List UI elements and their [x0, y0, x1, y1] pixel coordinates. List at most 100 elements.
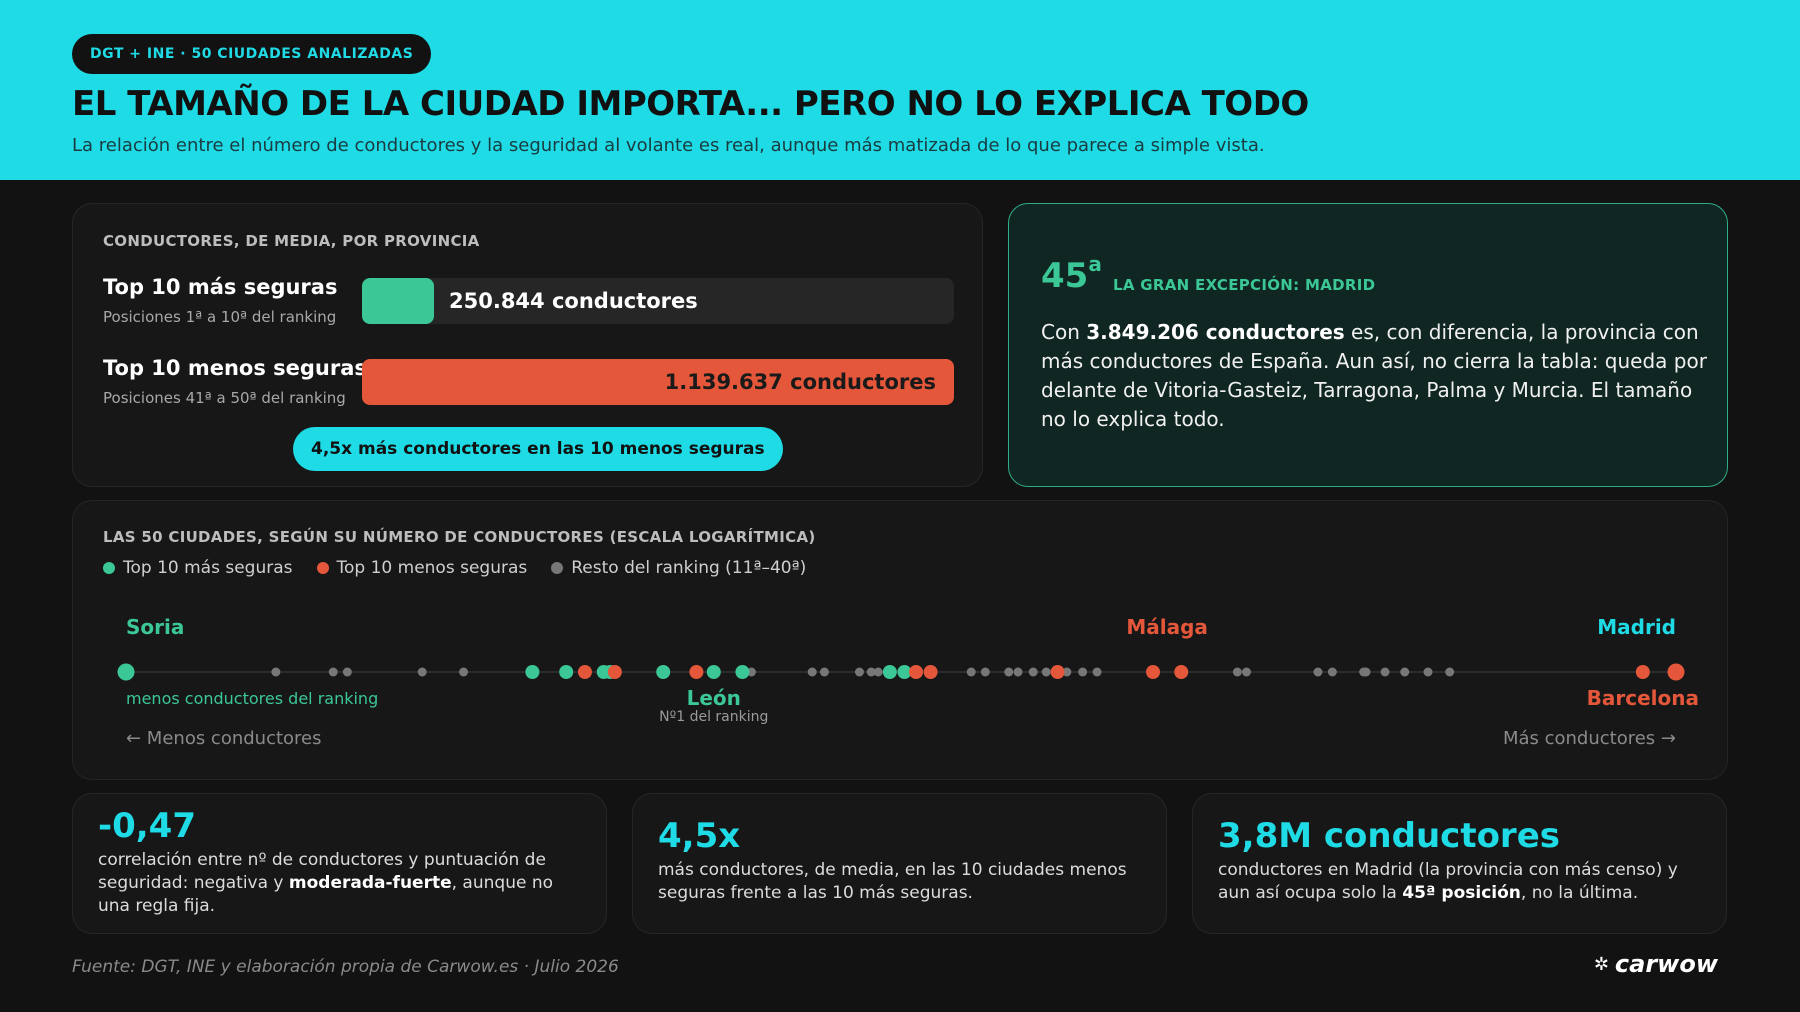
- stat-value-ratio: 4,5x: [658, 816, 741, 856]
- city-dot-unsafe-1: [577, 665, 592, 679]
- madrid-exception-card: 45a LA GRAN EXCEPCIÓN: MADRID Con 3.849.…: [1008, 203, 1728, 487]
- city-dot-rest-13: [980, 667, 990, 677]
- city-dot-rest-30: [1445, 667, 1455, 677]
- legend-safe-label: Top 10 más seguras: [123, 558, 293, 578]
- stat-card-ratio: 4,5x más conductores, de media, en las 1…: [632, 793, 1167, 934]
- stat-desc-correlation-end: , aunque no una regla fija.: [98, 873, 554, 916]
- city-dot-unsafe-9: [1635, 665, 1650, 679]
- city-dot-unsafe-8: [1174, 665, 1189, 679]
- annotation-6: Barcelona: [1587, 686, 1699, 710]
- footer-source: Fuente: DGT, INE y elaboración propia de…: [72, 957, 619, 977]
- city-dot-safe-9: [882, 665, 897, 679]
- unsafe-row-title: Top 10 menos seguras: [103, 356, 367, 380]
- city-dot-rest-22: [1241, 667, 1251, 677]
- city-dot-unsafe-3: [689, 665, 704, 679]
- stat-card-correlation: -0,47 correlación entre nº de conductore…: [72, 793, 607, 934]
- legend-rest-label: Resto del ranking (11ª–40ª): [571, 558, 807, 578]
- city-dot-rest-11: [873, 667, 883, 677]
- madrid-rank: 45a: [1041, 252, 1102, 296]
- stat-desc-madrid: conductores en Madrid (la provincia con …: [1218, 859, 1708, 905]
- annotation-4: Málaga: [1126, 615, 1208, 639]
- stat-desc-ratio: más conductores, de media, en las 10 ciu…: [658, 859, 1148, 905]
- unsafe-bar-label: 1.139.637 conductores: [664, 370, 936, 394]
- city-dot-rest-9: [854, 667, 864, 677]
- city-dot-rest-17: [1041, 667, 1051, 677]
- city-dot-rest-27: [1380, 667, 1390, 677]
- city-dot-safe-10: [897, 665, 912, 679]
- stat-desc-madrid-bold: 45ª posición: [1402, 883, 1521, 903]
- city-dot-safe-1: [117, 663, 135, 681]
- exception-label: LA GRAN EXCEPCIÓN: MADRID: [1113, 276, 1376, 294]
- city-dot-rest-1: [271, 667, 281, 677]
- city-dot-rest-26: [1361, 667, 1371, 677]
- city-dot-unsafe-4: [909, 665, 924, 679]
- cities-strip-chart-card: LAS 50 CIUDADES, SEGÚN SU NÚMERO DE COND…: [72, 500, 1728, 780]
- city-dot-rest-12: [966, 667, 976, 677]
- brand-name: carwow: [1614, 950, 1718, 978]
- header-banner: DGT + INE · 50 CIUDADES ANALIZADAS EL TA…: [0, 0, 1800, 180]
- city-dot-rest-2: [328, 667, 338, 677]
- stat-card-madrid: 3,8M conductores conductores en Madrid (…: [1192, 793, 1727, 934]
- city-dot-rest-21: [1232, 667, 1242, 677]
- annotation-0: Soria: [126, 615, 184, 639]
- city-dot-rest-14: [1004, 667, 1014, 677]
- legend-unsafe-label: Top 10 menos seguras: [336, 558, 528, 578]
- unsafe-bar: [362, 359, 954, 405]
- legend-unsafe-dot: [316, 562, 329, 574]
- city-dot-rest-20: [1092, 667, 1102, 677]
- madrid-rank-ordinal: a: [1088, 252, 1102, 276]
- city-dot-unsafe-10: [1667, 663, 1685, 681]
- comparison-heading: CONDUCTORES, DE MEDIA, POR PROVINCIA: [103, 232, 480, 250]
- drivers-comparison-card: CONDUCTORES, DE MEDIA, POR PROVINCIA Top…: [72, 203, 983, 487]
- source-tag: DGT + INE · 50 CIUDADES ANALIZADAS: [72, 34, 432, 74]
- legend-safe-dot: [103, 562, 115, 574]
- city-dot-safe-8: [735, 665, 750, 679]
- page-title: EL TAMAÑO DE LA CIUDAD IMPORTA... PERO N…: [72, 84, 1309, 124]
- legend-item-rest: Resto del ranking (11ª–40ª): [551, 558, 806, 578]
- city-dot-unsafe-7: [1146, 665, 1161, 679]
- carwow-logo-icon: ✲: [1593, 953, 1609, 975]
- city-dot-rest-4: [417, 667, 427, 677]
- city-dot-rest-7: [807, 667, 817, 677]
- unsafe-bar-track: 1.139.637 conductores: [362, 359, 954, 405]
- madrid-text-start: Con: [1041, 320, 1087, 344]
- legend-item-safe: Top 10 más seguras: [103, 558, 293, 578]
- city-dot-safe-3: [559, 665, 574, 679]
- madrid-text-bold: 3.849.206 conductores: [1086, 320, 1345, 344]
- madrid-description: Con 3.849.206 conductores es, con difere…: [1041, 318, 1711, 434]
- city-dot-safe-7: [706, 665, 721, 679]
- stat-value-correlation: -0,47: [98, 806, 196, 846]
- city-dot-rest-16: [1028, 667, 1038, 677]
- safe-row-title: Top 10 más seguras: [103, 275, 338, 299]
- city-dot-rest-29: [1423, 667, 1433, 677]
- chart-legend: Top 10 más seguras Top 10 menos seguras …: [103, 558, 806, 578]
- brand-logo: ✲ carwow: [1594, 950, 1718, 978]
- city-dot-rest-18: [1062, 667, 1072, 677]
- madrid-rank-number: 45: [1041, 256, 1089, 296]
- city-dot-rest-23: [1313, 667, 1323, 677]
- ratio-pill: 4,5x más conductores en las 10 menos seg…: [293, 427, 783, 471]
- safe-bar-label: 250.844 conductores: [449, 289, 698, 313]
- safe-bar: [362, 278, 434, 324]
- chart-title: LAS 50 CIUDADES, SEGÚN SU NÚMERO DE COND…: [103, 528, 816, 546]
- annotation-1: menos conductores del ranking: [126, 689, 378, 708]
- city-dot-rest-3: [342, 667, 352, 677]
- strip-chart-svg: Soria menos conductores del ranking LeónNº…: [117, 615, 1699, 749]
- stat-desc-ratio-text: más conductores, de media, en las 10 ciu…: [658, 860, 1127, 903]
- legend-rest-dot: [551, 562, 564, 574]
- annotation-5: Madrid: [1597, 615, 1676, 639]
- city-dot-rest-24: [1327, 667, 1337, 677]
- city-dot-rest-19: [1078, 667, 1088, 677]
- city-dot-unsafe-5: [923, 665, 938, 679]
- safe-row-subtitle: Posiciones 1ª a 10ª del ranking: [103, 308, 337, 326]
- stat-desc-madrid-start: conductores en Madrid (la provincia con …: [1218, 860, 1678, 903]
- axis-right-label: Más conductores →: [1503, 728, 1676, 749]
- annotation-2: León: [687, 686, 741, 710]
- city-dot-safe-2: [525, 665, 540, 679]
- city-dot-rest-6: [746, 667, 756, 677]
- stat-desc-correlation: correlación entre nº de conductores y pu…: [98, 849, 588, 918]
- stat-desc-correlation-bold: moderada-fuerte: [288, 873, 452, 893]
- stat-desc-correlation-start: correlación entre nº de conductores y pu…: [98, 850, 546, 893]
- city-dot-unsafe-2: [607, 665, 622, 679]
- stat-desc-madrid-end: , no la última.: [1520, 883, 1639, 903]
